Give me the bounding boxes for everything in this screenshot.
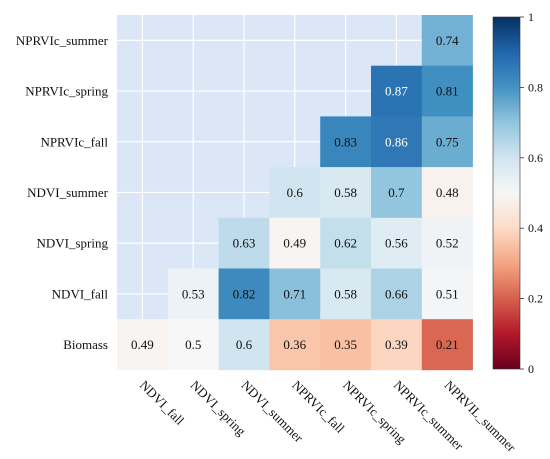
y-tick-label: NPRVIc_fall [40,134,108,149]
cell-value-label: 0.7 [388,185,405,200]
heatmap-cell [421,217,473,269]
y-tick-label: NPRVIc_summer [16,33,109,48]
heatmap-cell [269,319,321,371]
colorbar-tick-label: 1 [528,10,534,24]
heatmap-cell [421,65,473,117]
cell-value-label: 0.51 [436,286,459,301]
colorbar-tick-label: 0 [528,362,534,376]
heatmap-cell [421,319,473,371]
heatmap-cell [371,116,423,168]
colorbar-tick-label: 0.4 [528,221,543,235]
cell-value-label: 0.36 [283,337,306,352]
heatmap-cell [167,319,219,371]
heatmap-cell [320,268,372,320]
cell-value-label: 0.6 [236,337,253,352]
colorbar-gradient [492,16,521,370]
cell-value-label: 0.82 [233,286,256,301]
plot-area: 0.74 0.87 0.81 0.83 0.86 0.75 0.6 0.58 0.7 0.48 0.… [117,15,473,371]
cell-value-label: 0.81 [436,84,459,99]
cell-value-label: 0.58 [334,286,357,301]
heatmap-cell [218,319,270,371]
colorbar-tick-label: 0.8 [528,80,543,94]
heatmap-cell [320,319,372,371]
cell-value-label: 0.66 [385,286,408,301]
cell-value-label: 0.48 [436,185,459,200]
heatmap-cell [371,319,423,371]
cell-value-label: 0.74 [436,33,459,48]
heatmap-cell [421,15,473,66]
heatmap-cell [371,167,423,219]
cell-value-label: 0.21 [436,337,459,352]
heatmap-cell [421,167,473,219]
cell-value-label: 0.58 [334,185,357,200]
cell-value-label: 0.35 [334,337,357,352]
heatmap-cell [421,116,473,168]
heatmap-cell [269,167,321,219]
cell-value-label: 0.52 [436,236,459,251]
cell-value-label: 0.6 [287,185,304,200]
heatmap-cell [117,319,169,371]
cell-value-label: 0.49 [283,236,306,251]
y-axis-tick-labels: NPRVIc_summer NPRVIc_spring NPRVIc_fall NDV… [16,33,109,352]
heatmap-cell [320,167,372,219]
cell-value-label: 0.87 [385,84,408,99]
heatmap-cell [218,217,270,269]
heatmap-cell [371,65,423,117]
heatmap-cell [218,268,270,320]
cell-value-label: 0.63 [233,236,256,251]
cell-value-label: 0.49 [131,337,154,352]
y-tick-label: NDVI_summer [27,185,109,200]
cell-value-label: 0.71 [283,286,306,301]
heatmap-cell [167,268,219,320]
cell-value-label: 0.53 [182,286,205,301]
cell-value-label: 0.75 [436,134,459,149]
cell-value-labels: 0.74 0.87 0.81 0.83 0.86 0.75 0.6 0.58 0.7 0.48 0.… [131,33,459,352]
heatmap-cells [117,15,473,371]
colorbar: 0 0.2 0.4 0.6 0.8 1 [492,10,543,376]
cell-value-label: 0.56 [385,236,408,251]
cell-value-label: 0.5 [185,337,201,352]
heatmap-cell [421,268,473,320]
cell-value-label: 0.39 [385,337,408,352]
y-tick-label: Biomass [63,337,108,352]
cell-value-label: 0.86 [385,134,408,149]
colorbar-tick-label: 0.6 [528,151,543,165]
heatmap-cell [320,116,372,168]
heatmap-cell [269,268,321,320]
cell-value-label: 0.62 [334,236,357,251]
heatmap-cell [371,268,423,320]
x-tick-label: NDVI_fall [137,377,188,428]
y-tick-label: NDVI_spring [37,236,109,251]
cell-value-label: 0.83 [334,134,357,149]
colorbar-tick-label: 0.2 [528,292,543,306]
x-axis-tick-labels: NDVI_fall NDVI_springNDVI_summerNPRVIc_fa… [137,377,520,455]
heatmap-cell [269,217,321,269]
heatmap-cell [371,217,423,269]
y-tick-label: NDVI_fall [52,286,109,301]
heatmap-cell [320,217,372,269]
y-tick-label: NPRVIc_spring [25,84,108,99]
colorbar-tick-labels: 0 0.2 0.4 0.6 0.8 1 [520,10,543,376]
